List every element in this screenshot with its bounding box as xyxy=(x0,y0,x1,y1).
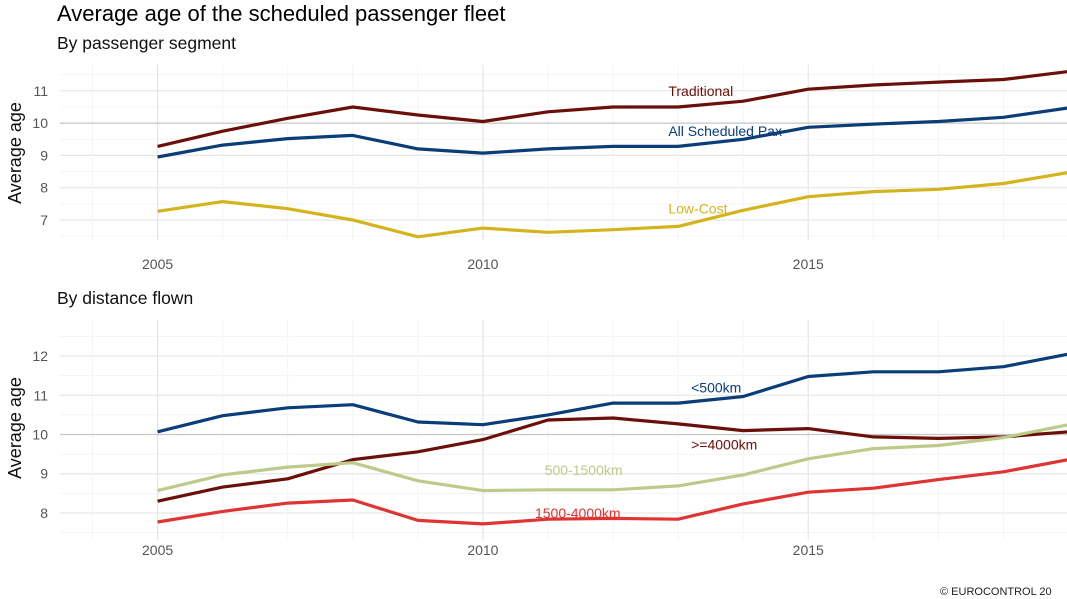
x-tick-label: 2005 xyxy=(142,256,173,272)
y-tick-label: 12 xyxy=(32,348,48,364)
series-label: All Scheduled Pax xyxy=(668,123,782,139)
panel-2-subtitle: By distance flown xyxy=(57,288,194,308)
y-tick-label: 8 xyxy=(40,505,48,521)
series-label: Traditional xyxy=(668,83,733,99)
panel-1: 7 8 9 10 11 2005 2010 2015 Average age Traditiona… xyxy=(5,65,1067,272)
x-tick-label: 2010 xyxy=(467,542,498,558)
series-label: 500-1500km xyxy=(545,462,623,478)
y-axis-label: Average age xyxy=(5,102,25,204)
y-tick-label: 7 xyxy=(40,212,48,228)
y-tick-label: 8 xyxy=(40,180,48,196)
x-tick-label: 2010 xyxy=(467,256,498,272)
x-tick-label: 2015 xyxy=(793,542,824,558)
series-label: <500km xyxy=(691,379,741,395)
y-axis-label: Average age xyxy=(5,377,25,479)
chart-title: Average age of the scheduled passenger f… xyxy=(57,1,506,26)
y-tick-label: 10 xyxy=(32,427,48,443)
y-tick-label: 10 xyxy=(32,115,48,131)
series-line-all-scheduled-pax xyxy=(157,106,1067,159)
series-line--500km xyxy=(157,352,1067,434)
y-tick-label: 11 xyxy=(33,83,48,99)
series-label: Low-Cost xyxy=(668,201,727,217)
series-line-low-cost xyxy=(157,171,1067,239)
y-tick-label: 9 xyxy=(40,466,48,482)
series-line-1500-4000km xyxy=(157,458,1067,526)
series-line--4000km xyxy=(157,416,1067,503)
panel-2: 8 9 10 11 12 2005 2010 2015 Average age <500km >=4… xyxy=(5,320,1067,558)
series-line-500-1500km xyxy=(157,423,1067,493)
y-tick-label: 9 xyxy=(40,147,48,163)
copyright: © EUROCONTROL 20 xyxy=(940,586,1052,598)
y-tick-label: 11 xyxy=(33,387,48,403)
panel-1-subtitle: By passenger segment xyxy=(57,33,236,53)
series-label: >=4000km xyxy=(691,436,757,452)
series-label: 1500-4000km xyxy=(535,505,621,521)
series-line-traditional xyxy=(157,70,1067,148)
x-tick-label: 2015 xyxy=(793,256,824,272)
x-tick-label: 2005 xyxy=(142,542,173,558)
